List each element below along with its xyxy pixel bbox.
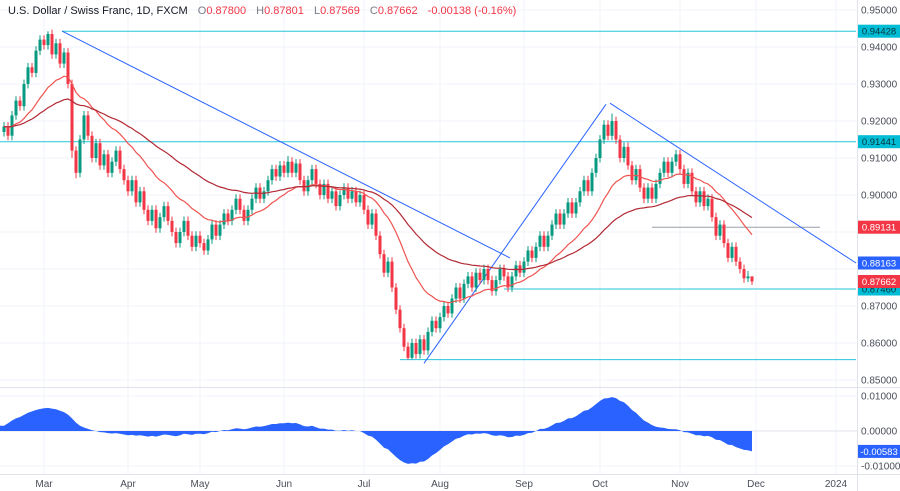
svg-text:2024: 2024 <box>825 479 848 490</box>
svg-text:Aug: Aug <box>431 479 449 490</box>
svg-text:0.90000: 0.90000 <box>861 191 898 202</box>
svg-text:0.92000: 0.92000 <box>861 117 898 128</box>
time-axis-labels: Mar Apr May Jun Jul Aug Sep Oct Nov Dec 2024 <box>35 479 847 490</box>
ma-fast-line[interactable] <box>3 75 753 304</box>
svg-text:0.95000: 0.95000 <box>861 6 898 17</box>
svg-text:Sep: Sep <box>515 479 533 490</box>
svg-text:0.88163: 0.88163 <box>862 259 896 270</box>
svg-text:Oct: Oct <box>592 479 608 490</box>
svg-text:0.86000: 0.86000 <box>861 339 898 350</box>
indicator-area <box>0 397 752 464</box>
svg-text:0.91000: 0.91000 <box>861 154 898 165</box>
svg-text:0.01000: 0.01000 <box>861 392 898 403</box>
svg-text:Mar: Mar <box>35 479 53 490</box>
close-label: C <box>369 5 378 17</box>
svg-text:Apr: Apr <box>120 479 136 490</box>
low-label: L <box>313 5 321 17</box>
close-value: 0.87662 <box>377 5 418 17</box>
horizontal-price-lines[interactable] <box>0 30 856 361</box>
high-value: 0.87801 <box>264 5 304 17</box>
ma-slow-line[interactable] <box>3 98 753 271</box>
indicator-axis-labels: 0.01000 0.00000 -0.01000 <box>861 392 900 473</box>
svg-text:Jun: Jun <box>276 479 292 490</box>
svg-text:0.87460: 0.87460 <box>862 285 896 296</box>
svg-text:0.87662: 0.87662 <box>862 277 896 288</box>
open-value: 0.87800 <box>206 5 247 17</box>
svg-text:0.91441: 0.91441 <box>862 137 896 148</box>
svg-text:0.94428: 0.94428 <box>862 27 896 38</box>
change-value: -0.00138 (-0.16%) <box>427 5 517 17</box>
price-axis[interactable] <box>857 0 900 474</box>
time-gridlines <box>43 0 837 474</box>
svg-text:0.89131: 0.89131 <box>862 223 896 234</box>
svg-text:Nov: Nov <box>671 479 689 490</box>
trend-lines[interactable] <box>61 30 857 364</box>
indicator-current-badge: -0.00583 <box>858 444 900 458</box>
price-gridlines <box>0 9 857 381</box>
low-value: 0.87569 <box>320 5 360 17</box>
price-axis-labels: 0.95000 0.94000 0.93000 0.92000 0.91000 0.900… <box>861 6 898 387</box>
open-label: O <box>197 5 207 17</box>
svg-text:0.00000: 0.00000 <box>861 427 898 438</box>
high-label: H <box>256 5 265 17</box>
symbol-title[interactable]: U.S. Dollar / Swiss Franc, 1D, FXCM <box>8 5 188 17</box>
svg-text:-0.01000: -0.01000 <box>861 462 900 473</box>
price-axis-badges: 0.94428 0.91441 0.89131 0.88163 0.874600.876… <box>858 24 900 296</box>
svg-text:0.94000: 0.94000 <box>861 43 898 54</box>
symbol-legend: U.S. Dollar / Swiss Franc, 1D, FXCM O0.8… <box>8 5 516 17</box>
svg-text:0.93000: 0.93000 <box>861 80 898 91</box>
time-axis[interactable] <box>0 474 900 491</box>
svg-text:Dec: Dec <box>747 479 765 490</box>
svg-text:0.85000: 0.85000 <box>861 376 898 387</box>
svg-text:Jul: Jul <box>358 479 371 490</box>
candles-layer <box>2 29 754 360</box>
svg-text:-0.00583: -0.00583 <box>860 447 898 458</box>
svg-text:0.87000: 0.87000 <box>861 302 898 313</box>
svg-text:May: May <box>191 479 210 490</box>
